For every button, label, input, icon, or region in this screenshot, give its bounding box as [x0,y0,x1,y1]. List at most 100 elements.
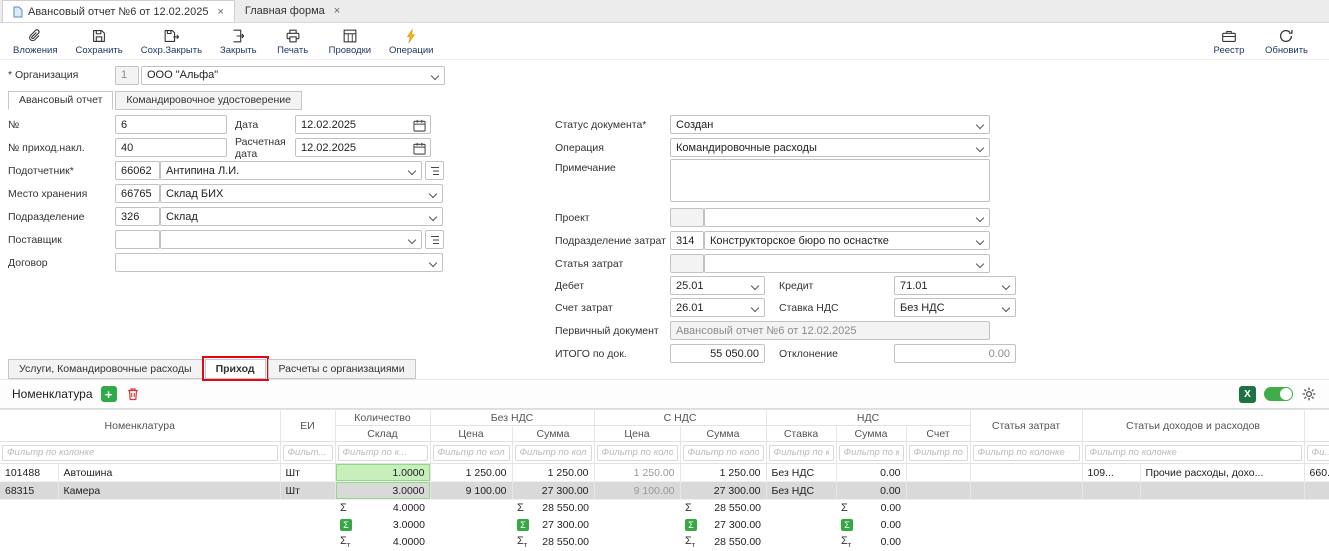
cost-department-code-field[interactable]: 314 [670,231,704,250]
tab-services-travel-expenses[interactable]: Услуги, Командировочные расходы [8,359,203,379]
total-quantity: 4.0000 [392,502,425,515]
num-input[interactable]: 6 [115,115,227,134]
paperclip-icon [26,26,44,45]
window-tab-advance-report[interactable]: Авансовый отчет №6 от 12.02.2025 × [2,0,235,22]
vat-rate-select[interactable]: Без НДС [894,298,1016,317]
contract-select[interactable] [115,253,443,272]
col-header-price-no-vat[interactable]: Цена [430,425,513,442]
status-select[interactable]: Создан [670,115,990,134]
filter-input-sum-no-vat[interactable] [514,444,592,461]
calc-date-input[interactable]: 12.02.2025 [295,138,431,157]
filter-input-sum-with-vat[interactable] [682,444,764,461]
credit-select[interactable]: 71.01 [894,276,1016,295]
cost-item-code-field[interactable] [670,254,704,273]
col-header-sum-with-vat[interactable]: Сумма [680,425,767,442]
operations-button[interactable]: Операции [380,26,442,56]
filter-input-vat-rate[interactable] [768,444,834,461]
date-input[interactable]: 12.02.2025 [295,115,431,134]
project-code-field[interactable] [670,208,704,227]
department-select[interactable]: Склад [160,207,443,226]
sigma-selected-icon: Σ [841,519,854,531]
col-header-cost-item[interactable]: Статья затрат [970,409,1083,442]
col-header-income-expense[interactable]: Статьи доходов и расходов [1082,409,1305,442]
cell-extra [1304,481,1329,500]
col-header-price-with-vat[interactable]: Цена [594,425,681,442]
col-header-warehouse[interactable]: Склад [335,425,431,442]
note-textarea[interactable] [670,159,990,202]
registry-button[interactable]: Реестр [1202,26,1256,56]
chevron-down-icon [428,258,438,268]
table-row[interactable]: 101488 Автошина Шт 1.0000 1 250.00 1 250… [0,463,1329,482]
filter-input-warehouse[interactable] [337,444,428,461]
toolbar: Вложения Сохранить Сохр.Закрыть Закрыть … [0,23,1329,60]
supplier-code-field[interactable] [115,230,160,249]
storage-label: Место хранения [8,187,88,200]
filter-input-nomenclature[interactable] [2,444,278,461]
cell-quantity[interactable]: 3.0000 [335,481,431,500]
filter-input-cost-item[interactable] [972,444,1080,461]
debit-select[interactable]: 25.01 [670,276,765,295]
filter-input-income-expense[interactable] [1084,444,1302,461]
grand-sum-with-vat: 28 550.00 [714,536,762,548]
close-icon[interactable]: × [217,5,224,18]
calendar-icon[interactable] [413,119,426,132]
attachments-button[interactable]: Вложения [4,26,67,56]
group-header-with-vat: С НДС [594,409,767,426]
window-tab-main-form[interactable]: Главная форма × [235,0,350,22]
col-header-nomenclature[interactable]: Номенклатура [0,409,281,442]
filter-input-unit[interactable] [282,444,333,461]
table-row-selected[interactable]: 68315 Камера Шт 3.0000 9 100.00 27 300.0… [0,481,1329,500]
operation-label: Операция [555,141,604,154]
cost-item-select[interactable] [704,254,990,273]
filter-input-price-no-vat[interactable] [432,444,510,461]
storage-code-field[interactable]: 66765 [115,184,160,203]
filter-input-extra[interactable] [1306,444,1329,461]
col-header-sum-no-vat[interactable]: Сумма [512,425,595,442]
tab-receipt[interactable]: Приход [201,356,269,381]
hierarchy-lookup-button[interactable] [425,230,444,249]
excel-export-button[interactable]: X [1239,385,1256,403]
chevron-down-icon [750,281,760,291]
toolbar-button-label: Операции [389,45,434,56]
postings-button[interactable]: Проводки [320,26,380,56]
tab-advance-report[interactable]: Авансовый отчет [8,91,114,110]
tab-travel-certificate[interactable]: Командировочное удостоверение [115,91,302,110]
accountable-code-field[interactable]: 66062 [115,161,160,180]
close-button[interactable]: Закрыть [211,26,266,56]
cell-quantity[interactable]: 1.0000 [335,463,431,482]
filter-input-vat-sum[interactable] [838,444,904,461]
storage-select[interactable]: Склад БИХ [160,184,443,203]
col-header-unit[interactable]: ЕИ [280,409,336,442]
toggle-switch[interactable] [1264,387,1293,401]
close-icon[interactable]: × [333,5,341,17]
calendar-icon[interactable] [413,142,426,155]
refresh-button[interactable]: Обновить [1256,26,1317,56]
tab-settlements-organizations[interactable]: Расчеты с организациями [267,359,416,379]
cost-account-select[interactable]: 26.01 [670,298,765,317]
project-select[interactable] [704,208,990,227]
sigma-icon: Σ [340,501,347,514]
gear-icon[interactable] [1301,386,1317,402]
department-code-field[interactable]: 326 [115,207,160,226]
hierarchy-lookup-button[interactable] [425,161,444,180]
delete-row-button[interactable] [125,386,141,402]
print-button[interactable]: Печать [266,26,320,56]
save-button[interactable]: Сохранить [67,26,132,56]
supplier-select[interactable] [160,230,422,249]
invoice-num-input[interactable]: 40 [115,138,227,157]
organization-code-field[interactable]: 1 [115,65,139,85]
col-header-vat-rate[interactable]: Ставка [766,425,837,442]
filter-input-account[interactable] [908,444,968,461]
col-header-vat-sum[interactable]: Сумма [836,425,907,442]
cost-department-select[interactable]: Конструкторское бюро по оснастке [704,231,990,250]
filter-input-price-with-vat[interactable] [596,444,678,461]
organization-select[interactable]: ООО "Альфа" [141,65,445,85]
cell-cost-item [970,463,1083,482]
save-close-button[interactable]: Сохр.Закрыть [132,26,211,56]
briefcase-icon [1220,26,1238,45]
total-field[interactable]: 55 050.00 [670,344,765,363]
accountable-select[interactable]: Антипина Л.И. [160,161,422,180]
col-header-account[interactable]: Счет [906,425,971,442]
add-row-button[interactable]: + [100,386,117,402]
operation-select[interactable]: Командировочные расходы [670,138,990,157]
